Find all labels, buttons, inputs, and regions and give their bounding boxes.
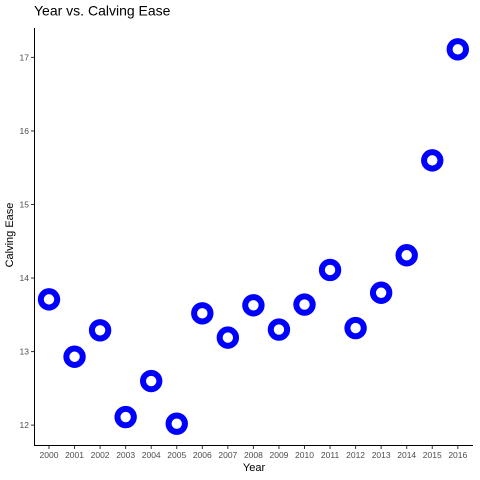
x-tick-label: 2016	[448, 450, 467, 460]
data-point	[37, 288, 61, 311]
data-points	[37, 38, 469, 435]
chart-title: Year vs. Calving Ease	[34, 3, 171, 19]
x-tick-label: 2012	[346, 450, 365, 460]
x-tick-label: 2003	[116, 450, 135, 460]
x-tick-label: 2015	[423, 450, 442, 460]
y-axis-ticks: 12 13 14 15 16 17	[20, 52, 34, 430]
data-point	[140, 369, 163, 393]
y-tick-label: 12	[20, 420, 30, 430]
x-tick-label: 2002	[91, 450, 110, 460]
data-point	[63, 345, 86, 368]
x-tick-label: 2005	[167, 450, 186, 460]
x-tick-label: 2008	[244, 450, 263, 460]
data-point	[88, 319, 112, 342]
data-point	[165, 412, 188, 435]
x-tick-label: 2004	[142, 450, 161, 460]
x-tick-label: 2000	[40, 450, 59, 460]
data-point	[191, 302, 214, 325]
y-tick-label: 17	[20, 52, 30, 62]
data-point	[267, 318, 291, 341]
y-axis-title: Calving Ease	[4, 203, 16, 268]
x-tick-label: 2007	[218, 450, 237, 460]
data-point	[293, 293, 316, 316]
x-tick-label: 2010	[295, 450, 314, 460]
data-point	[395, 244, 418, 267]
x-axis-title: Year	[243, 462, 266, 474]
data-point	[446, 38, 469, 61]
data-point	[318, 258, 342, 282]
y-tick-label: 15	[20, 200, 30, 210]
data-point	[242, 294, 265, 317]
y-tick-label: 14	[20, 273, 30, 283]
x-tick-label: 2014	[397, 450, 416, 460]
x-axis-ticks: 2000 2001 2002 2003 2004 2005 2006 2007 2008 2009…	[40, 446, 468, 460]
data-point	[369, 281, 393, 304]
data-point	[344, 316, 367, 340]
data-point	[114, 405, 137, 429]
y-tick-label: 13	[20, 347, 30, 357]
x-tick-label: 2011	[321, 450, 340, 460]
data-point	[216, 326, 240, 349]
x-tick-label: 2006	[193, 450, 212, 460]
y-tick-label: 16	[20, 126, 30, 136]
x-tick-label: 2013	[372, 450, 391, 460]
x-tick-label: 2009	[269, 450, 288, 460]
data-point	[421, 149, 444, 172]
x-tick-label: 2001	[65, 450, 84, 460]
